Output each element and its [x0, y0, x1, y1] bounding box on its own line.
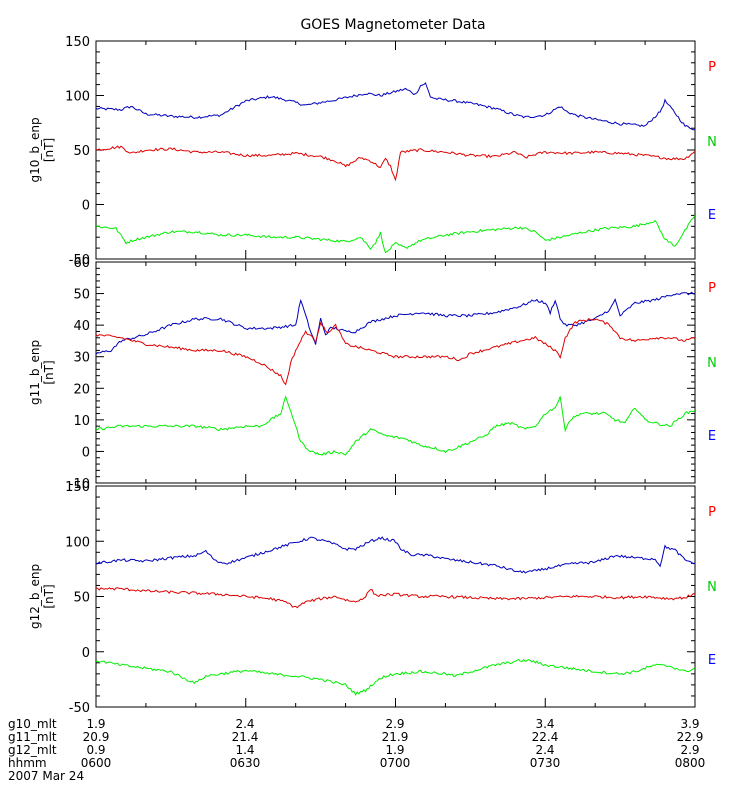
- time-axis-footer: g10_mlt 1.9 2.4 2.9 3.4 3.9 g11_mlt 20.9 21.4 21.…: [8, 717, 705, 783]
- y-tick-label: 50: [73, 591, 90, 606]
- footer-date: 2007 Mar 24: [8, 769, 84, 783]
- y-tick-label: 100: [65, 90, 90, 105]
- footer-row-label: g11_mlt: [8, 730, 57, 744]
- series-N-line: [96, 215, 695, 254]
- y-axis-label: g12_b_enp: [28, 564, 42, 629]
- y-tick-label: -50: [69, 701, 90, 716]
- footer-row-label: hhmm: [8, 756, 47, 770]
- footer-value: 20.9: [83, 730, 110, 744]
- footer-value: 0700: [380, 756, 411, 770]
- footer-value: 0630: [230, 756, 261, 770]
- footer-value: 2.4: [235, 717, 254, 731]
- footer-row-label: g12_mlt: [8, 743, 57, 757]
- footer-value: 2.9: [385, 717, 404, 731]
- y-tick-label: 100: [65, 535, 90, 550]
- y-tick-label: 150: [65, 35, 90, 50]
- footer-value: 3.9: [680, 717, 699, 731]
- y-axis-unit: [nT]: [42, 360, 56, 384]
- footer-row-label: g10_mlt: [8, 717, 57, 731]
- legend-letter-N: N: [707, 580, 717, 595]
- series-E-line: [96, 536, 695, 574]
- footer-value: 22.4: [532, 730, 559, 744]
- footer-value: 0800: [675, 756, 706, 770]
- y-axis-unit: [nT]: [42, 584, 56, 608]
- y-tick-label: 0: [82, 646, 90, 661]
- footer-value: 1.9: [86, 717, 105, 731]
- series-N-line: [96, 658, 695, 696]
- y-tick-label: 50: [73, 144, 90, 159]
- footer-value: 0600: [81, 756, 112, 770]
- y-tick-label: 50: [73, 288, 90, 303]
- footer-value: 21.9: [382, 730, 409, 744]
- series-N-line: [96, 395, 695, 456]
- chart-title: GOES Magnetometer Data: [300, 17, 485, 33]
- series-E-line: [96, 291, 695, 355]
- y-tick-label: -50: [69, 253, 90, 268]
- series-E-line: [96, 82, 695, 131]
- y-tick-label: 150: [65, 480, 90, 495]
- y-axis-label: g11_b_enp: [28, 340, 42, 405]
- series-P-line: [96, 587, 695, 609]
- footer-value: 0.9: [86, 743, 105, 757]
- y-axis-unit: [nT]: [42, 138, 56, 162]
- panel-2: -10 0 10 20 30 40 50 60 g11_b_enp [nT] P N E: [28, 256, 717, 492]
- footer-value: 0730: [530, 756, 561, 770]
- series-P-line: [96, 318, 695, 386]
- footer-value: 1.9: [385, 743, 404, 757]
- footer-value: 1.4: [235, 743, 254, 757]
- legend-letter-P: P: [708, 505, 716, 520]
- footer-value: 22.9: [677, 730, 704, 744]
- footer-value: 2.9: [680, 743, 699, 757]
- legend-letter-P: P: [708, 281, 716, 296]
- legend-letter-P: P: [708, 60, 716, 75]
- plot-frame: [95, 40, 696, 260]
- legend-letter-N: N: [707, 135, 717, 150]
- panel-3: -50 0 50 100 150 g12_b_enp [nT] P N E: [28, 480, 717, 716]
- y-tick-label: 10: [73, 414, 90, 429]
- legend-letter-E: E: [708, 429, 716, 444]
- y-axis-label: g10_b_enp: [28, 117, 42, 182]
- y-tick-label: 60: [73, 256, 90, 271]
- y-tick-label: 30: [73, 351, 90, 366]
- legend-letter-E: E: [708, 208, 716, 223]
- y-tick-label: 0: [82, 445, 90, 460]
- footer-value: 2.4: [535, 743, 554, 757]
- series-P-line: [96, 145, 695, 182]
- y-tick-label: 40: [73, 319, 90, 334]
- legend-letter-E: E: [708, 653, 716, 668]
- legend-letter-N: N: [707, 356, 717, 371]
- plot-frame: [95, 261, 696, 484]
- panel-1: -50 0 50 100 150 g10_b_enp [nT] P N E: [28, 35, 717, 268]
- y-tick-label: -10: [69, 477, 90, 492]
- y-tick-label: 20: [73, 382, 90, 397]
- footer-value: 3.4: [535, 717, 554, 731]
- y-tick-label: 0: [82, 199, 90, 214]
- footer-value: 21.4: [232, 730, 259, 744]
